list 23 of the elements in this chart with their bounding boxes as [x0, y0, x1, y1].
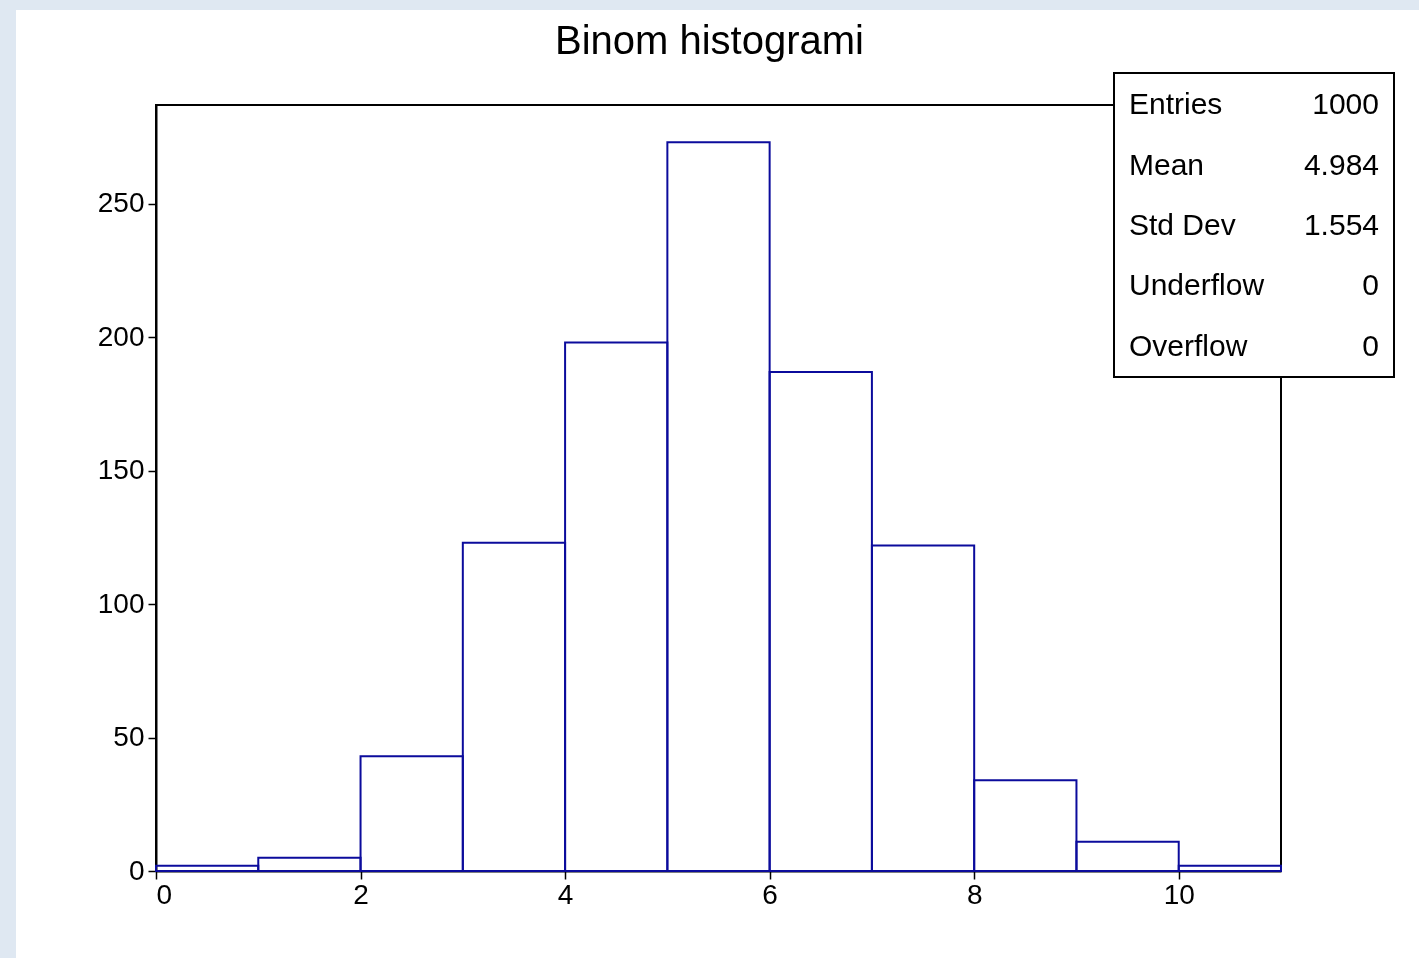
y-tick-label: 100: [97, 587, 145, 619]
text: 1.554: [1303, 207, 1379, 242]
y-tick-label: 200: [97, 320, 145, 352]
x-tick-label: 6: [762, 878, 778, 910]
x-tick-label: 8: [966, 878, 983, 910]
y-tick-label: 150: [97, 454, 145, 486]
y-tick-label: 250: [97, 187, 145, 219]
annotation: Entries: [1129, 87, 1223, 122]
x-tick-label: 10: [1163, 878, 1195, 910]
annotation: Overflow: [1129, 328, 1248, 363]
text: 4.984: [1303, 147, 1379, 182]
x-tick-label: 0: [156, 878, 173, 910]
text: 0: [1362, 328, 1379, 363]
chart-title: Binom histogrami: [554, 17, 865, 64]
text: 0: [1362, 268, 1379, 303]
annotation: Std Dev: [1129, 207, 1236, 242]
y-tick-label: 50: [113, 721, 145, 753]
x-tick-label: 2: [353, 878, 369, 910]
y-tick-label: 0: [128, 854, 145, 886]
text: 1000: [1312, 87, 1379, 122]
annotation: Underflow: [1129, 268, 1265, 303]
annotation: Mean: [1129, 147, 1205, 182]
x-tick-label: 4: [557, 878, 574, 910]
